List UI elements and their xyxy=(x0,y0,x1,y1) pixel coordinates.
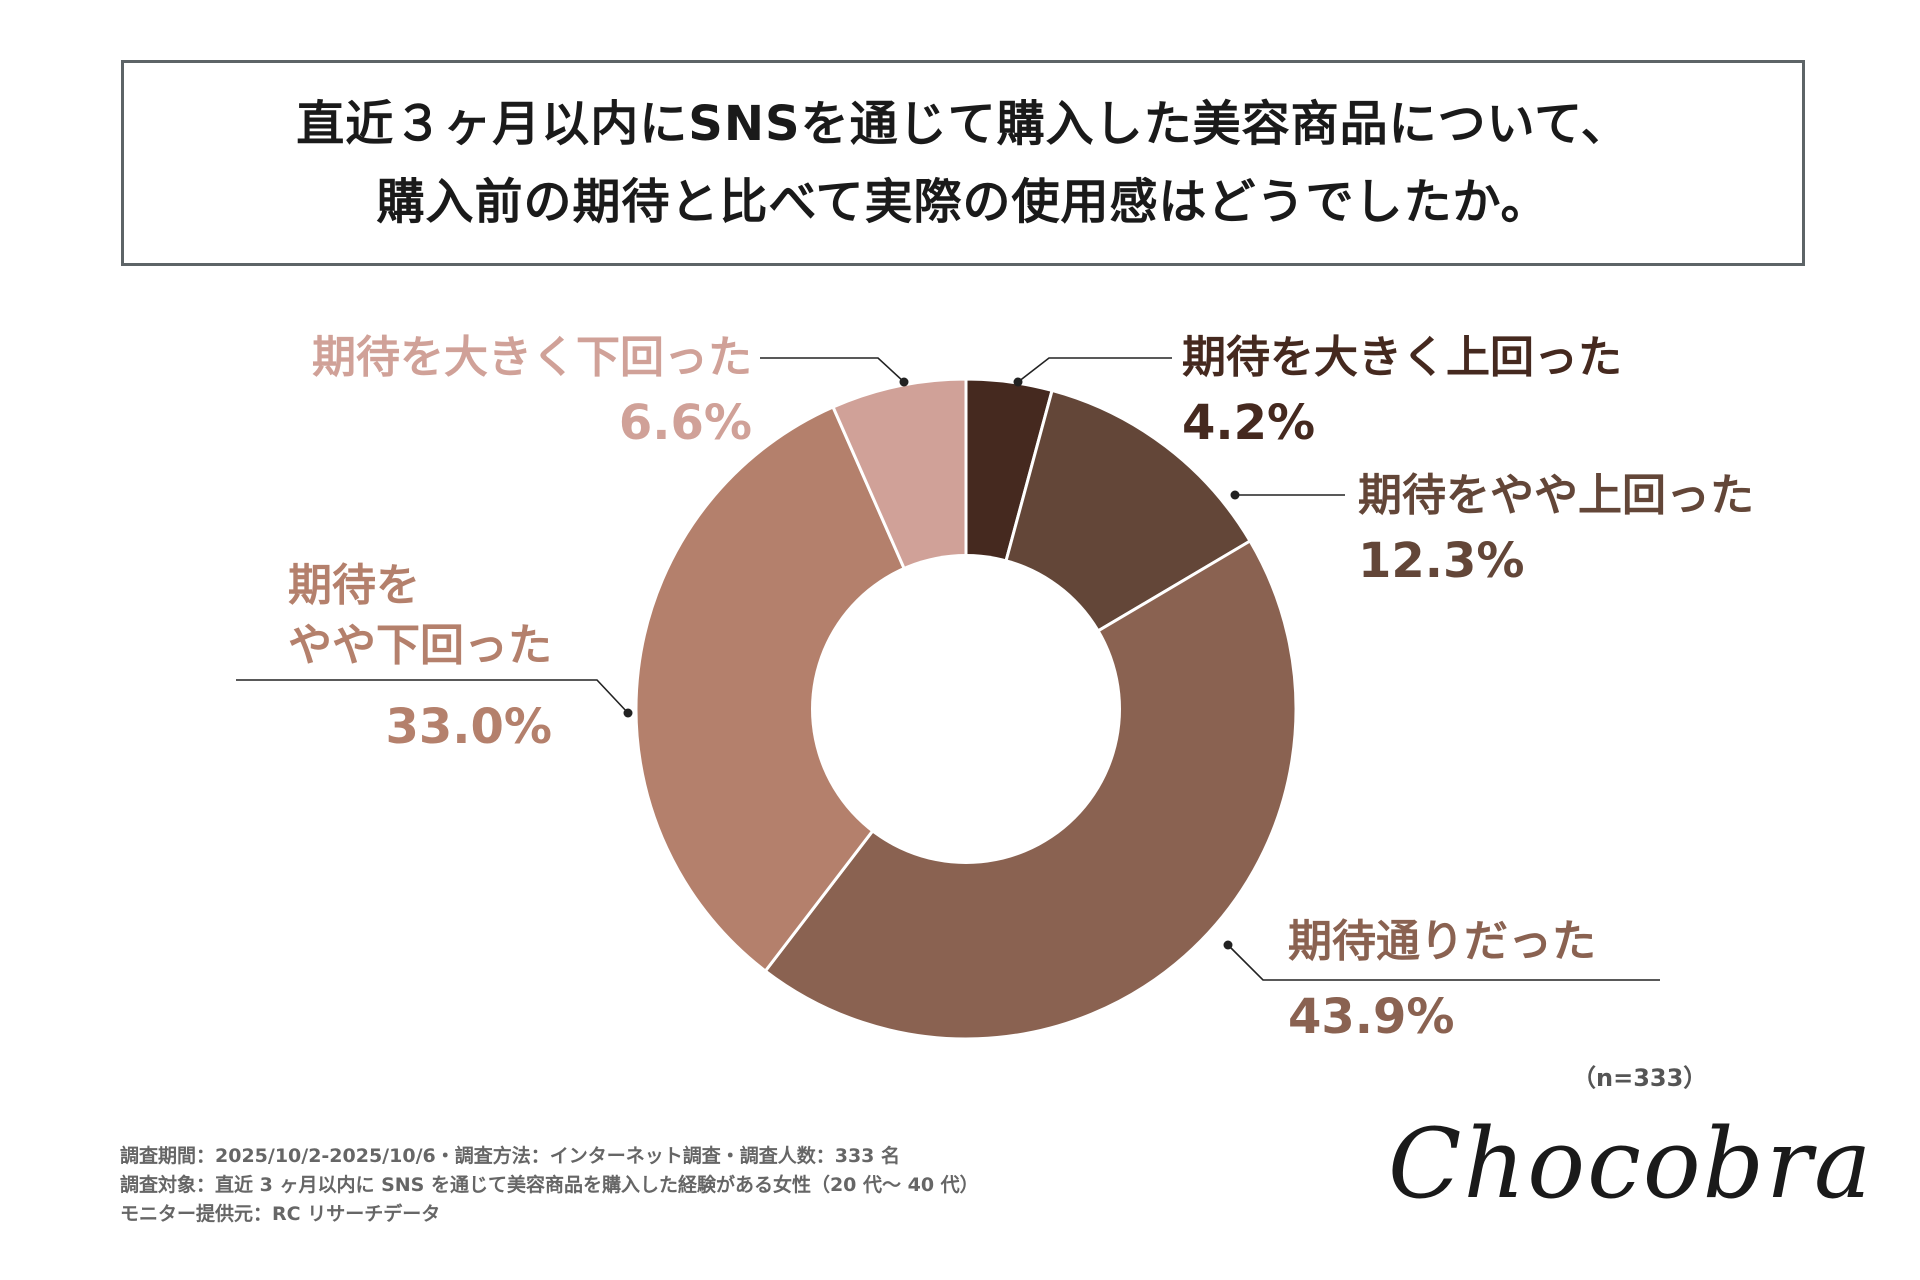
footer-line-2: 調査対象：直近 3 ヶ月以内に SNS を通じて美容商品を購入した経験がある女性… xyxy=(120,1174,979,1196)
label-as-expected: 期待通りだった 43.9% xyxy=(1288,912,1596,1052)
leader-line-as-expected xyxy=(1227,944,1660,981)
label-as-expected-name: 期待通りだった xyxy=(1288,916,1596,967)
leader-dot-slightly-below xyxy=(623,708,633,718)
label-slightly-below-pct: 33.0% xyxy=(385,699,552,755)
leader-line-much-above xyxy=(1017,357,1172,383)
leader-dot-as-expected xyxy=(1223,940,1233,950)
leader-dot-slightly-above xyxy=(1230,490,1240,500)
footer-line-1: 調査期間：2025/10/2-2025/10/6・調査方法：インターネット調査・… xyxy=(120,1145,901,1167)
label-as-expected-pct: 43.9% xyxy=(1288,989,1455,1045)
title-box: 直近３ヶ月以内にSNSを通じて購入した美容商品について、 購入前の期待と比べて実… xyxy=(121,60,1805,266)
label-slightly-above-pct: 12.3% xyxy=(1358,533,1525,589)
label-slightly-below-name-1: 期待を xyxy=(288,560,420,611)
leader-lines xyxy=(236,357,1660,981)
title-line-2: 購入前の期待と比べて実際の使用感はどうでしたか。 xyxy=(376,174,1550,230)
label-slightly-above-name: 期待をやや上回った xyxy=(1358,470,1754,521)
label-much-below: 期待を大きく下回った 6.6% xyxy=(312,328,752,458)
leader-line-slightly-below xyxy=(236,679,629,714)
leader-dot-much-below xyxy=(899,377,909,387)
chocobra-logo: Chocobra xyxy=(1388,1108,1874,1220)
label-slightly-below: 期待を やや下回った 33.0% xyxy=(288,556,552,762)
leader-dot-much-above xyxy=(1013,377,1023,387)
survey-footer: 調査期間：2025/10/2-2025/10/6・調査方法：インターネット調査・… xyxy=(120,1142,979,1229)
label-slightly-above: 期待をやや上回った 12.3% xyxy=(1358,466,1754,596)
label-much-below-pct: 6.6% xyxy=(618,395,752,451)
label-slightly-below-name-2: やや下回った xyxy=(288,620,552,671)
label-much-above-pct: 4.2% xyxy=(1182,395,1316,451)
donut-hole xyxy=(811,554,1121,864)
label-much-above-name: 期待を大きく上回った xyxy=(1182,332,1622,383)
footer-line-3: モニター提供元：RC リサーチデータ xyxy=(120,1203,441,1225)
leader-line-much-below xyxy=(760,357,905,383)
sample-size-note: （n=333） xyxy=(1572,1064,1708,1092)
title-line-1: 直近３ヶ月以内にSNSを通じて購入した美容商品について、 xyxy=(296,96,1630,152)
label-much-below-name: 期待を大きく下回った xyxy=(312,332,752,383)
slice-slightly-below xyxy=(634,404,968,974)
label-much-above: 期待を大きく上回った 4.2% xyxy=(1182,328,1622,458)
